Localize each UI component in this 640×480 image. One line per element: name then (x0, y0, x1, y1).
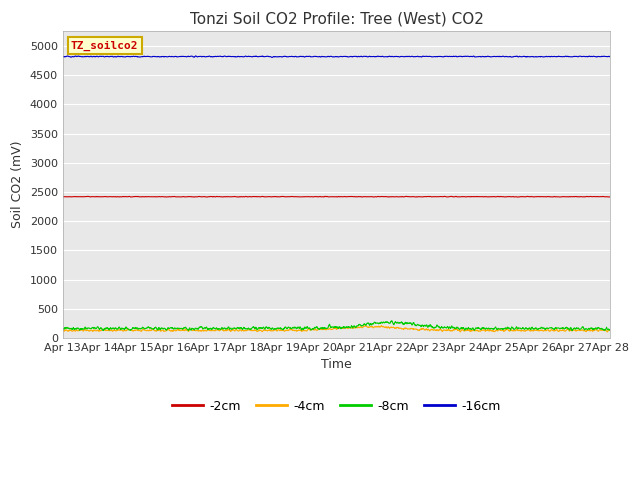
X-axis label: Time: Time (321, 359, 352, 372)
Y-axis label: Soil CO2 (mV): Soil CO2 (mV) (11, 141, 24, 228)
Text: TZ_soilco2: TZ_soilco2 (71, 41, 138, 51)
Title: Tonzi Soil CO2 Profile: Tree (West) CO2: Tonzi Soil CO2 Profile: Tree (West) CO2 (189, 11, 483, 26)
Legend: -2cm, -4cm, -8cm, -16cm: -2cm, -4cm, -8cm, -16cm (167, 395, 506, 418)
